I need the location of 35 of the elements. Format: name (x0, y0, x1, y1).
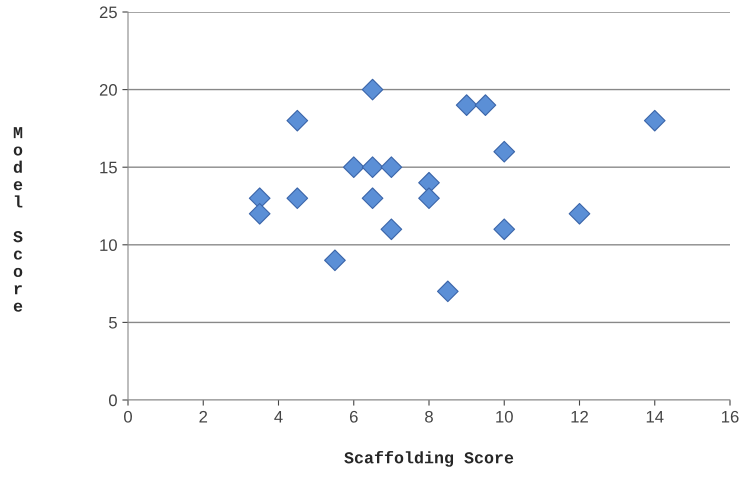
point (493, 218, 516, 240)
x-tick-label: 12 (572, 410, 588, 422)
point (324, 249, 346, 272)
x-tick-label: 0 (124, 410, 132, 423)
point (362, 78, 384, 100)
point (474, 94, 496, 116)
point (568, 202, 590, 225)
x-tick-label: 6 (350, 410, 358, 423)
x-tick-label: 16 (722, 410, 739, 423)
point (456, 94, 478, 116)
point (362, 187, 384, 210)
point (248, 202, 271, 225)
x-tick-label: 10 (496, 410, 513, 423)
x-tick-label: 14 (646, 411, 664, 422)
point (342, 156, 365, 178)
point (493, 140, 516, 163)
y-tick-label: 20 (100, 84, 117, 96)
text: Model Score (13, 127, 22, 312)
point (380, 218, 402, 240)
point (286, 110, 308, 132)
y-tick-label: 25 (100, 6, 117, 18)
point (418, 187, 440, 210)
point (380, 156, 402, 178)
x-axis-title: Scaffolding Score (344, 450, 514, 467)
x-tick-label: 4 (274, 411, 283, 422)
y-tick-label: 10 (100, 239, 117, 252)
point (286, 187, 308, 210)
point (644, 110, 666, 132)
x-tick-label: 2 (199, 410, 208, 422)
y-tick-label: 15 (100, 162, 117, 174)
point (436, 280, 459, 302)
point (362, 156, 384, 178)
x-tick-label: 8 (425, 410, 433, 423)
y-tick-label: 5 (108, 316, 117, 329)
y-tick-label: 0 (108, 394, 117, 406)
